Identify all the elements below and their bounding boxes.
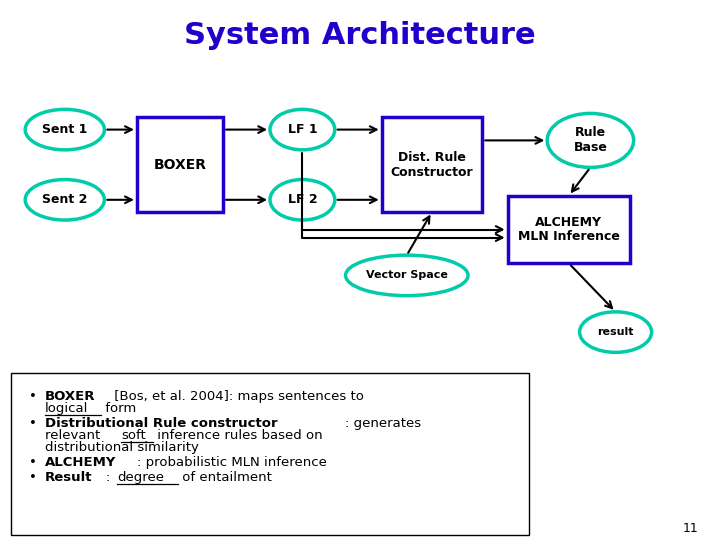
Text: LF 2: LF 2 <box>287 193 318 206</box>
Text: Sent 1: Sent 1 <box>42 123 88 136</box>
Text: relevant: relevant <box>45 429 104 442</box>
Text: Sent 2: Sent 2 <box>42 193 88 206</box>
Text: •: • <box>29 390 37 403</box>
Text: : probabilistic MLN inference: : probabilistic MLN inference <box>137 456 327 469</box>
Text: :: : <box>106 471 114 484</box>
Text: ALCHEMY: ALCHEMY <box>45 456 116 469</box>
Text: •: • <box>29 456 37 469</box>
Text: inference rules based on: inference rules based on <box>153 429 323 442</box>
Text: logical: logical <box>45 402 88 415</box>
Text: distributional similarity: distributional similarity <box>45 441 199 454</box>
Text: 11: 11 <box>683 522 698 535</box>
Text: •: • <box>29 471 37 484</box>
Text: : generates: : generates <box>345 417 421 430</box>
Text: result: result <box>598 327 634 337</box>
Text: soft: soft <box>122 429 146 442</box>
Text: System Architecture: System Architecture <box>184 21 536 50</box>
Text: of entailment: of entailment <box>178 471 271 484</box>
Text: •: • <box>29 417 37 430</box>
Text: Dist. Rule
Constructor: Dist. Rule Constructor <box>391 151 473 179</box>
Text: Distributional Rule constructor: Distributional Rule constructor <box>45 417 277 430</box>
Text: LF 1: LF 1 <box>287 123 318 136</box>
Text: degree: degree <box>117 471 164 484</box>
Text: form: form <box>101 402 136 415</box>
Text: [Bos, et al. 2004]: maps sentences to: [Bos, et al. 2004]: maps sentences to <box>110 390 364 403</box>
Text: Result: Result <box>45 471 92 484</box>
Text: Rule
Base: Rule Base <box>573 126 608 154</box>
Text: Vector Space: Vector Space <box>366 271 448 280</box>
Text: BOXER: BOXER <box>153 158 207 172</box>
Text: BOXER: BOXER <box>45 390 95 403</box>
Text: ALCHEMY
MLN Inference: ALCHEMY MLN Inference <box>518 215 620 244</box>
